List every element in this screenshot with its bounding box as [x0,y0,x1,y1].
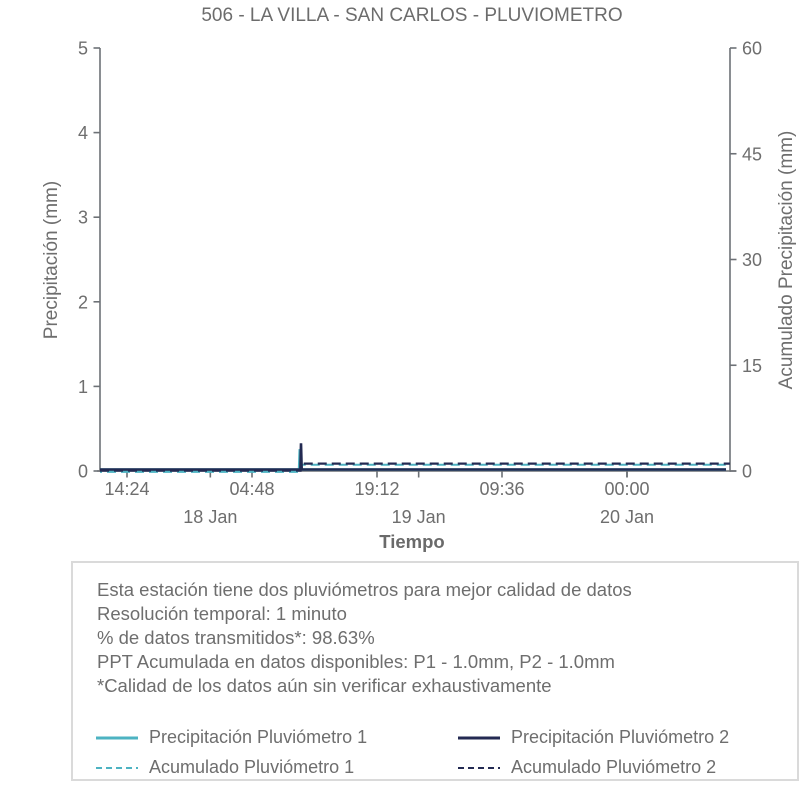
y-right-tick-label: 0 [742,462,752,482]
precipitation-chart: 506 - LA VILLA - SAN CARLOS - PLUVIOMETR… [41,5,797,552]
y-axis-left-title: Precipitación (mm) [41,181,62,339]
info-line-accumulated: PPT Acumulada en datos disponibles: P1 -… [97,651,615,672]
y-left-tick-label: 2 [78,292,88,312]
y-right-tick-label: 60 [742,39,762,59]
station-notes: Esta estación tiene dos pluviómetros par… [73,563,797,698]
y-right-tick-label: 15 [742,356,762,376]
y-left-tick-label: 4 [78,123,88,143]
chart-legend: Precipitación Pluviómetro 1 Precipitació… [73,727,797,778]
info-line-transmitted: % de datos transmitidos*: 98.63% [97,627,375,648]
x-time-tick-label: 04:48 [229,479,274,499]
x-date-tick-label: 18 Jan [183,507,237,527]
y-left-tick-label: 3 [78,208,88,228]
legend-label: Acumulado Pluviómetro 2 [511,757,717,777]
chart-title: 506 - LA VILLA - SAN CARLOS - PLUVIOMETR… [201,5,622,26]
y-left-tick-label: 5 [78,39,88,59]
legend-label: Precipitación Pluviómetro 2 [511,727,730,747]
legend-label: Acumulado Pluviómetro 1 [149,757,355,777]
x-time-tick-label: 09:36 [479,479,524,499]
x-date-tick-label: 20 Jan [600,507,654,527]
legend-item-acumulado-1: Acumulado Pluviómetro 1 [95,757,457,778]
info-line-station: Esta estación tiene dos pluviómetros par… [97,579,632,600]
x-time-tick-label: 19:12 [354,479,399,499]
legend-item-precipitacion-1: Precipitación Pluviómetro 1 [95,727,457,748]
info-line-resolution: Resolución temporal: 1 minuto [97,603,347,624]
y-left-tick-label: 1 [78,377,88,397]
legend-item-acumulado-2: Acumulado Pluviómetro 2 [457,757,797,778]
legend-swatch-teal-dashed-icon [96,766,138,769]
x-axis-title: Tiempo [379,531,444,552]
y-axis-right-title: Acumulado Precipitación (mm) [776,131,797,390]
y-right-tick-label: 30 [742,250,762,270]
series-line-2 [100,443,726,471]
series-line-4 [100,462,730,472]
series-line-1 [100,449,726,471]
y-left-tick-label: 0 [78,462,88,482]
legend-swatch-teal-solid-icon [96,736,138,739]
legend-swatch-navy-solid-icon [458,736,500,739]
x-time-tick-label: 14:24 [104,479,149,499]
x-time-tick-label: 00:00 [604,479,649,499]
info-box: Esta estación tiene dos pluviómetros par… [71,561,799,781]
x-date-tick-label: 19 Jan [392,507,446,527]
info-line-quality: *Calidad de los datos aún sin verificar … [97,675,552,696]
legend-swatch-navy-dashed-icon [458,766,500,769]
legend-item-precipitacion-2: Precipitación Pluviómetro 2 [457,727,797,748]
legend-label: Precipitación Pluviómetro 1 [149,727,368,747]
y-right-tick-label: 45 [742,144,762,164]
